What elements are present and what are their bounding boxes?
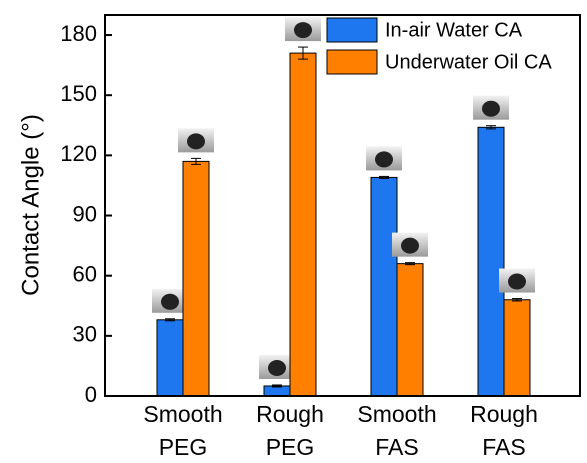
bar: [183, 161, 209, 396]
y-tick-label: 180: [60, 21, 97, 46]
y-tick-label: 90: [73, 201, 97, 226]
droplet-photo: [473, 96, 509, 120]
droplet: [161, 294, 179, 310]
y-tick-label: 60: [73, 261, 97, 286]
x-tick-label: Rough PEG: [235, 398, 345, 463]
y-tick-label: 120: [60, 141, 97, 166]
droplet: [482, 101, 500, 117]
droplet-photo: [499, 269, 535, 293]
droplet-photo: [366, 146, 402, 170]
bar: [504, 300, 530, 396]
droplet: [508, 274, 526, 290]
legend-swatch: [327, 18, 377, 42]
y-tick-label: 0: [85, 382, 97, 407]
droplet: [375, 151, 393, 167]
droplet-photo: [178, 128, 214, 152]
legend-swatch: [327, 50, 377, 74]
bar: [478, 127, 504, 396]
chart-container: Contact Angle (°) 0 30 60 90 120 150 180 In-air…: [0, 0, 587, 463]
legend-label: Underwater Oil CA: [385, 51, 552, 73]
bar: [157, 320, 183, 396]
bar: [397, 264, 423, 396]
droplet-photo: [285, 17, 321, 41]
chart: Contact Angle (°) 0 30 60 90 120 150 180 In-air…: [0, 0, 587, 463]
y-tick-label: 30: [73, 322, 97, 347]
droplet: [401, 238, 419, 254]
droplet: [187, 133, 205, 149]
droplet: [294, 22, 312, 38]
y-axis-label: Contact Angle (°): [17, 114, 44, 296]
bar: [290, 53, 316, 396]
x-tick-label: Smooth PEG: [128, 398, 238, 463]
droplet-photo: [392, 233, 428, 257]
legend-label: In-air Water CA: [385, 19, 523, 41]
x-tick-label: Rough FAS: [449, 398, 559, 463]
x-tick-label: Smooth FAS: [342, 398, 452, 463]
droplet: [268, 360, 286, 376]
y-tick-label: 150: [60, 81, 97, 106]
bar: [264, 386, 290, 396]
bar: [371, 177, 397, 396]
